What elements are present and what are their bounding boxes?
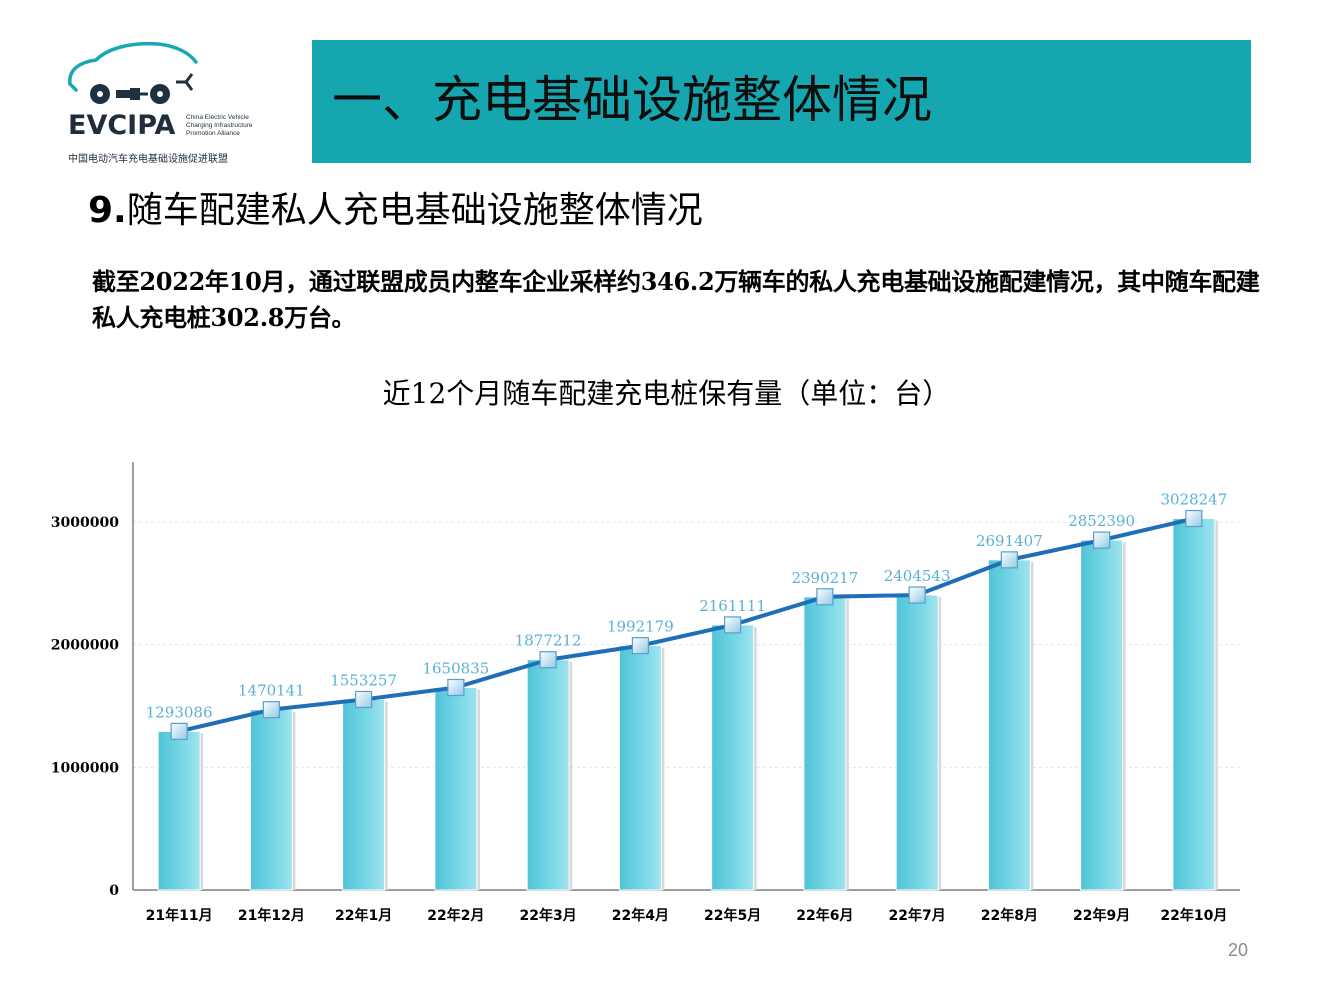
bar xyxy=(803,596,847,891)
bar xyxy=(895,594,939,891)
x-tick-label: 22年8月 xyxy=(981,907,1038,924)
data-label: 1470141 xyxy=(238,682,305,700)
bar xyxy=(157,730,201,891)
data-label: 2390217 xyxy=(791,569,858,587)
x-tick-label: 22年3月 xyxy=(520,907,577,924)
logo-subtitle-en: China Electric Vehicle Charging Infrastr… xyxy=(186,114,253,137)
x-tick-label: 22年6月 xyxy=(796,907,853,924)
bar xyxy=(1172,518,1216,891)
series-line xyxy=(178,516,1195,734)
x-tick-label: 22年5月 xyxy=(704,907,761,924)
bar xyxy=(526,659,570,891)
x-tick-label: 21年12月 xyxy=(238,907,305,924)
bar xyxy=(1080,539,1124,891)
data-label: 2852390 xyxy=(1068,512,1135,530)
chart-area: 0 1000000 2000000 3000000 21年11月 21年12月 22年1月 2… xyxy=(51,462,1240,924)
car-plug-icon xyxy=(68,41,198,104)
intro-paragraph: 截至2022年10月，通过联盟成员内整车企业采样约346.2万辆车的私人充电基础… xyxy=(92,267,1260,332)
line-marker xyxy=(1093,531,1111,549)
x-tick-label: 22年2月 xyxy=(427,907,484,924)
title-banner: 一、充电基础设施整体情况 xyxy=(312,40,1251,163)
data-label: 2161111 xyxy=(699,597,766,615)
logo-name-cn: 中国电动汽车充电基础设施促进联盟 xyxy=(68,154,228,165)
page-number: 20 xyxy=(1228,940,1249,960)
bar xyxy=(249,709,293,891)
section-number: 9. xyxy=(88,190,127,231)
chart-title: 近12个月随车配建充电桩保有量（单位：台） xyxy=(382,377,951,410)
line-marker xyxy=(447,678,465,697)
x-tick-label: 22年7月 xyxy=(889,907,946,924)
line-marker xyxy=(355,690,373,709)
data-label: 2404543 xyxy=(884,567,951,585)
x-tick-label: 22年1月 xyxy=(335,907,392,924)
line-marker xyxy=(170,722,188,740)
line-marker xyxy=(1000,551,1018,569)
data-label: 1992179 xyxy=(607,618,674,636)
bar xyxy=(987,559,1031,891)
x-tick-label: 21年11月 xyxy=(146,907,213,924)
line-marker xyxy=(908,586,926,604)
y-tick-label: 0 xyxy=(109,883,119,899)
data-label: 3028247 xyxy=(1160,491,1227,509)
line-marker xyxy=(631,637,649,655)
line-marker xyxy=(816,588,834,606)
data-label: 1293086 xyxy=(146,703,213,721)
logo-wordmark: EVCIPA xyxy=(68,110,176,141)
x-tick-label: 22年9月 xyxy=(1073,907,1130,924)
line-marker xyxy=(724,616,742,634)
evcipa-logo: EVCIPA China Electric Vehicle Charging I… xyxy=(62,38,282,168)
section-heading: 9.随车配建私人充电基础设施整体情况 xyxy=(88,186,703,236)
line-marker xyxy=(1185,509,1203,528)
bar xyxy=(434,686,478,891)
bar xyxy=(711,624,755,891)
data-label: 1877212 xyxy=(515,632,582,650)
x-tick-label: 22年4月 xyxy=(612,907,669,924)
data-label: 1553257 xyxy=(330,671,397,689)
y-tick-label: 1000000 xyxy=(51,760,119,776)
data-label: 1650835 xyxy=(422,659,489,677)
section-title: 随车配建私人充电基础设施整体情况 xyxy=(126,190,703,231)
y-tick-label: 3000000 xyxy=(51,515,119,531)
x-tick-label: 22年10月 xyxy=(1160,907,1227,924)
page-title: 一、充电基础设施整体情况 xyxy=(332,71,932,129)
y-tick-label: 2000000 xyxy=(51,638,119,654)
data-label: 2691407 xyxy=(976,532,1043,550)
line-marker xyxy=(539,651,557,669)
bar xyxy=(342,698,386,891)
line-marker xyxy=(262,701,280,719)
bar xyxy=(618,645,662,891)
